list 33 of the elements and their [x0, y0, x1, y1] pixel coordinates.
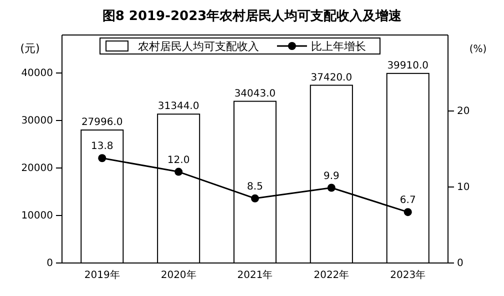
- y-tick-label: 40000: [21, 68, 53, 80]
- y2-axis-title: (%): [469, 44, 487, 55]
- y2-tick-label: 0: [457, 258, 464, 270]
- chart-title: 图8 2019-2023年农村居民人均可支配收入及增速: [102, 8, 403, 24]
- y-tick-label: 10000: [21, 210, 53, 222]
- x-tick-label: 2019年: [84, 269, 120, 282]
- data-label: 9.9: [323, 170, 340, 182]
- data-label: 31344.0: [158, 101, 200, 112]
- x-tick-label: 2021年: [237, 269, 273, 282]
- y-tick-label: 20000: [21, 163, 53, 174]
- y2-tick-label: 10: [457, 182, 470, 194]
- data-label: 12.0: [167, 154, 190, 166]
- data-label: 39910.0: [387, 60, 429, 72]
- data-label: 8.5: [247, 181, 263, 192]
- point: [404, 208, 412, 216]
- x-tick-label: 2022年: [314, 269, 350, 282]
- point: [98, 154, 106, 162]
- legend-label: 农村居民人均可支配收入: [138, 40, 259, 53]
- data-label: 34043.0: [234, 88, 276, 100]
- y-tick-label: 0: [46, 258, 53, 270]
- data-label: 27996.0: [81, 117, 123, 128]
- point: [251, 194, 259, 202]
- point: [174, 168, 183, 176]
- x-tick-label: 2023年: [390, 269, 426, 282]
- x-tick-label: 2020年: [160, 269, 196, 282]
- data-label: 13.8: [90, 141, 114, 152]
- y-axis-title: (元): [20, 42, 40, 55]
- y-tick-label: 30000: [21, 116, 53, 127]
- data-label: 6.7: [400, 195, 416, 206]
- legend-label: 比上年增长: [311, 40, 366, 53]
- y2-tick-label: 20: [457, 106, 470, 118]
- data-label: 37420.0: [310, 72, 352, 84]
- point: [327, 184, 336, 192]
